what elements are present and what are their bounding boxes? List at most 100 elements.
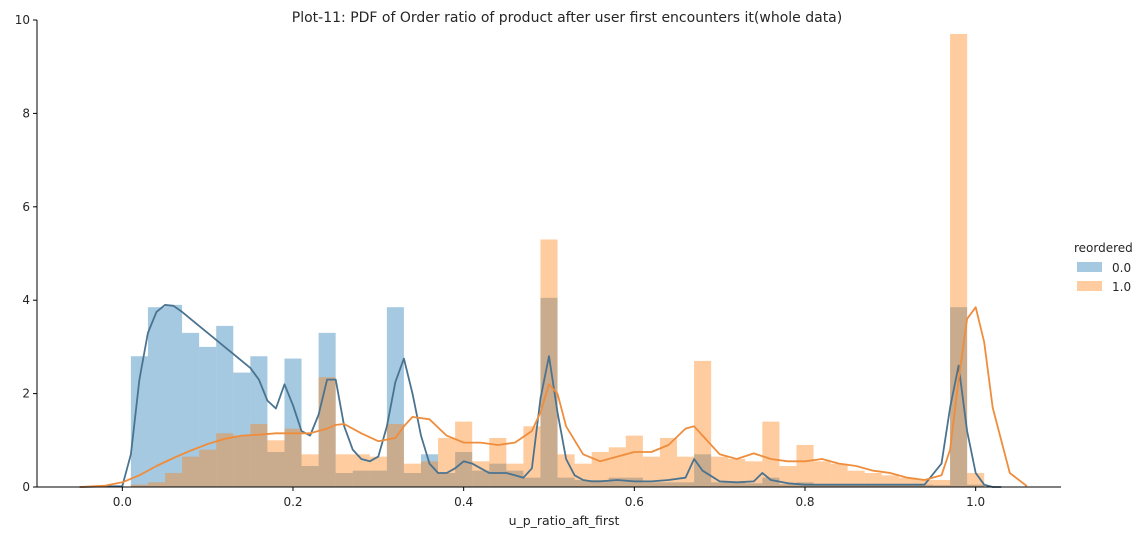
- bar-0_0-1: [147, 307, 165, 487]
- histogram-bars: [130, 34, 985, 487]
- bar-1_0-13: [352, 454, 370, 487]
- bar-0_0-18: [438, 472, 456, 487]
- x-tick-label: 0.2: [283, 495, 302, 509]
- bar-1_0-33: [694, 360, 712, 487]
- bar-0_0-31: [659, 482, 677, 487]
- bar-0_0-43: [864, 484, 882, 487]
- y-tick-label: 0: [22, 480, 30, 494]
- bar-0_0-20: [472, 470, 490, 487]
- bar-1_0-39: [796, 444, 814, 487]
- bar-0_0-44: [881, 485, 899, 487]
- bar-0_0-32: [677, 482, 695, 487]
- bar-0_0-37: [762, 477, 780, 487]
- bar-1_0-21: [489, 437, 507, 487]
- bar-0_0-42: [847, 484, 865, 487]
- bar-1_0-40: [813, 461, 831, 487]
- bar-0_0-49: [967, 484, 985, 487]
- bar-0_0-4: [199, 346, 217, 487]
- bar-1_0-25: [557, 454, 575, 487]
- bar-0_0-24: [540, 297, 558, 487]
- bar-1_0-18: [438, 437, 456, 487]
- bar-1_0-9: [284, 428, 302, 487]
- bar-0_0-25: [557, 477, 575, 487]
- bar-0_0-38: [779, 484, 797, 487]
- bar-0_0-19: [455, 451, 473, 487]
- bar-1_0-20: [472, 461, 490, 487]
- legend-title: reordered: [1074, 241, 1133, 255]
- bar-1_0-0: [130, 484, 148, 487]
- bar-0_0-21: [489, 463, 507, 487]
- kde-curves: [79, 303, 1028, 488]
- bar-1_0-47: [933, 479, 951, 487]
- bar-1_0-5: [216, 433, 234, 487]
- bar-1_0-2: [165, 472, 183, 487]
- bar-0_0-12: [335, 472, 353, 487]
- bar-1_0-30: [642, 456, 660, 487]
- bar-0_0-11: [318, 332, 336, 487]
- bar-0_0-13: [352, 470, 370, 487]
- x-axis-label: u_p_ratio_aft_first: [509, 513, 620, 528]
- bar-1_0-10: [301, 454, 319, 487]
- bar-0_0-45: [898, 485, 916, 487]
- bar-1_0-12: [335, 454, 353, 487]
- bar-1_0-45: [898, 477, 916, 487]
- x-tick-label: 0.4: [454, 495, 473, 509]
- bar-1_0-42: [847, 470, 865, 487]
- bar-1_0-36: [745, 461, 763, 487]
- bar-0_0-6: [233, 372, 251, 487]
- y-tick-label: 4: [22, 293, 30, 307]
- legend-label-0_0: 0.0: [1112, 261, 1131, 275]
- bar-1_0-4: [199, 449, 217, 487]
- legend-swatch-1_0: [1077, 281, 1102, 291]
- bar-0_0-0: [130, 356, 148, 487]
- chart-title: Plot-11: PDF of Order ratio of product a…: [292, 10, 842, 26]
- kde-line-1_0: [79, 306, 1028, 488]
- bar-1_0-14: [369, 456, 387, 487]
- bar-1_0-24: [540, 239, 558, 487]
- bar-1_0-41: [830, 463, 848, 487]
- bar-1_0-7: [250, 423, 268, 487]
- bar-0_0-36: [745, 483, 763, 487]
- bar-1_0-11: [318, 377, 336, 487]
- bar-0_0-5: [216, 325, 234, 487]
- bar-1_0-16: [403, 463, 421, 487]
- y-tick-label: 10: [15, 13, 30, 27]
- bar-1_0-48: [950, 34, 968, 487]
- bar-0_0-15: [386, 307, 404, 487]
- x-tick-label: 1.0: [966, 495, 985, 509]
- bar-1_0-8: [267, 440, 285, 487]
- bar-0_0-30: [642, 482, 660, 487]
- bar-0_0-26: [574, 479, 592, 487]
- y-tick-label: 8: [22, 106, 30, 120]
- bar-1_0-3: [182, 456, 200, 487]
- bar-1_0-29: [625, 435, 643, 487]
- y-tick-label: 2: [22, 387, 30, 401]
- bar-1_0-44: [881, 475, 899, 487]
- legend: reordered 0.0 1.0: [1074, 241, 1133, 294]
- bar-1_0-17: [421, 461, 439, 487]
- bar-1_0-26: [574, 463, 592, 487]
- axes: 0 2 4 6 8 10 0.0 0.2 0.4 0.6 0.8 1.0: [15, 13, 1061, 509]
- x-tick-label: 0.0: [113, 495, 132, 509]
- bar-0_0-27: [591, 479, 609, 487]
- bar-0_0-9: [284, 358, 302, 487]
- bar-0_0-17: [421, 454, 439, 487]
- bar-1_0-35: [728, 458, 746, 487]
- bar-0_0-2: [165, 304, 183, 487]
- kde-line-0_0: [79, 303, 1002, 488]
- bar-0_0-35: [728, 482, 746, 487]
- x-tick-label: 0.8: [795, 495, 814, 509]
- x-tick-label: 0.6: [625, 495, 644, 509]
- bar-1_0-6: [233, 435, 251, 487]
- bar-1_0-49: [967, 472, 985, 487]
- legend-swatch-0_0: [1077, 262, 1102, 272]
- bar-0_0-29: [625, 477, 643, 487]
- bar-0_0-23: [523, 477, 541, 487]
- bar-0_0-14: [369, 470, 387, 487]
- bar-1_0-1: [147, 482, 165, 487]
- legend-label-1_0: 1.0: [1112, 280, 1131, 294]
- bar-0_0-47: [933, 485, 951, 487]
- y-tick-label: 6: [22, 200, 30, 214]
- bar-0_0-8: [267, 451, 285, 487]
